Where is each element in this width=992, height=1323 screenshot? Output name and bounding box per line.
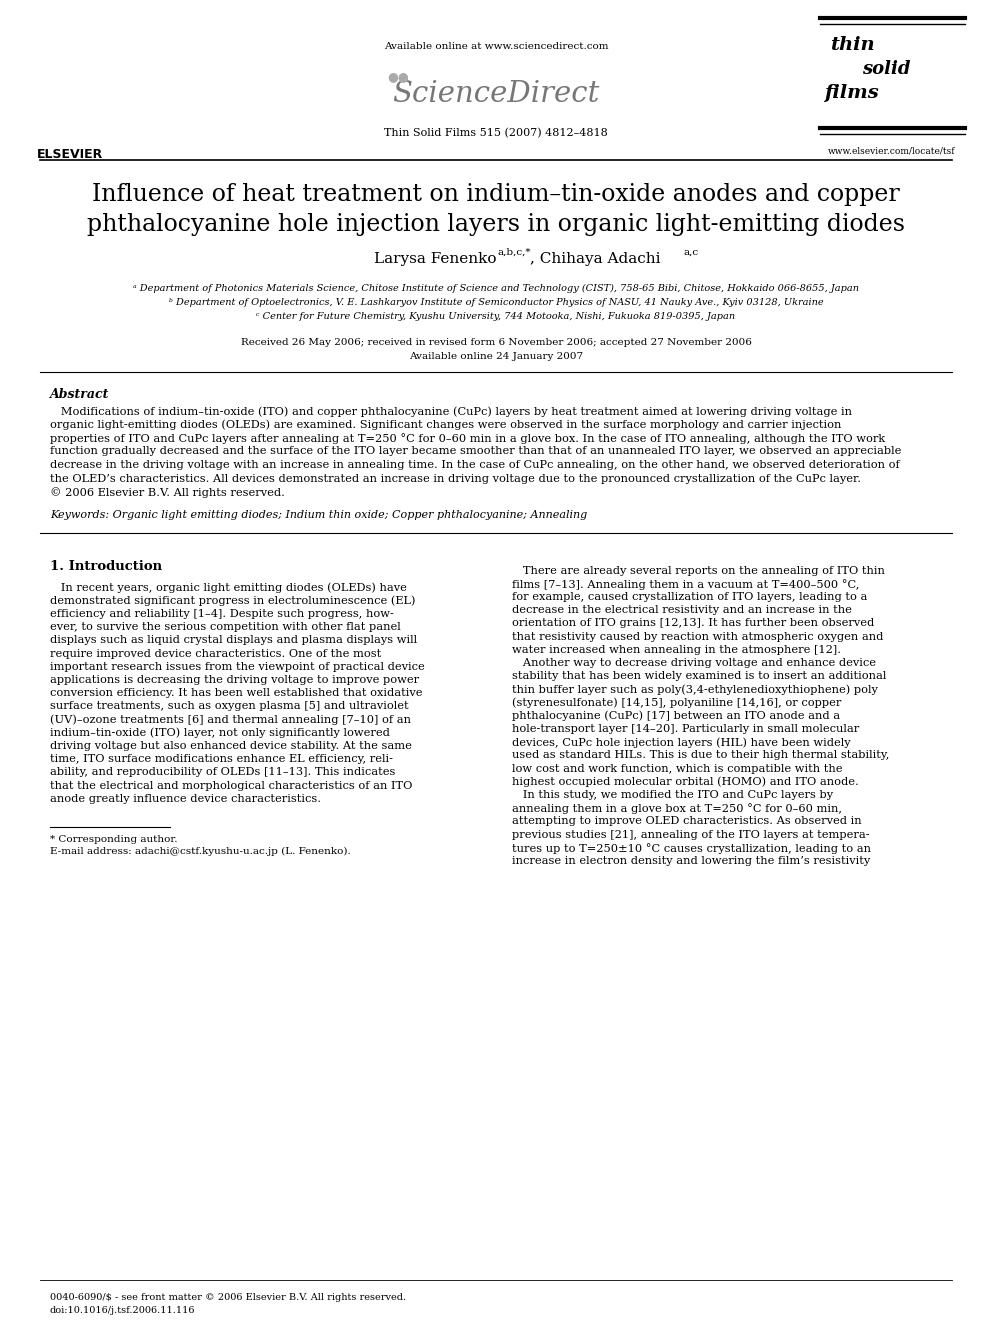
Text: efficiency and reliability [1–4]. Despite such progress, how-: efficiency and reliability [1–4]. Despit… [50,609,394,619]
Text: ability, and reproducibility of OLEDs [11–13]. This indicates: ability, and reproducibility of OLEDs [1… [50,767,396,778]
Text: previous studies [21], annealing of the ITO layers at tempera-: previous studies [21], annealing of the … [512,830,870,840]
Text: Available online 24 January 2007: Available online 24 January 2007 [409,352,583,361]
Text: solid: solid [862,60,911,78]
Text: attempting to improve OLED characteristics. As observed in: attempting to improve OLED characteristi… [512,816,862,827]
Text: driving voltage but also enhanced device stability. At the same: driving voltage but also enhanced device… [50,741,412,751]
Text: displays such as liquid crystal displays and plasma displays will: displays such as liquid crystal displays… [50,635,417,646]
Text: surface treatments, such as oxygen plasma [5] and ultraviolet: surface treatments, such as oxygen plasm… [50,701,409,712]
Text: Received 26 May 2006; received in revised form 6 November 2006; accepted 27 Nove: Received 26 May 2006; received in revise… [241,337,751,347]
Text: require improved device characteristics. One of the most: require improved device characteristics.… [50,648,381,659]
Text: time, ITO surface modifications enhance EL efficiency, reli-: time, ITO surface modifications enhance … [50,754,393,765]
Text: thin: thin [830,36,875,54]
Text: annealing them in a glove box at T=250 °C for 0–60 min,: annealing them in a glove box at T=250 °… [512,803,842,814]
Text: Abstract: Abstract [50,388,109,401]
Text: properties of ITO and CuPc layers after annealing at T=250 °C for 0–60 min in a : properties of ITO and CuPc layers after … [50,433,885,445]
Text: a,b,c,*: a,b,c,* [497,247,531,257]
Text: anode greatly influence device characteristics.: anode greatly influence device character… [50,794,321,803]
Text: that the electrical and morphological characteristics of an ITO: that the electrical and morphological ch… [50,781,413,791]
Text: ever, to survive the serious competition with other flat panel: ever, to survive the serious competition… [50,622,401,632]
Text: E-mail address: adachi@cstf.kyushu-u.ac.jp (L. Fenenko).: E-mail address: adachi@cstf.kyushu-u.ac.… [50,847,351,856]
Text: conversion efficiency. It has been well established that oxidative: conversion efficiency. It has been well … [50,688,423,699]
Text: ᶜ Center for Future Chemistry, Kyushu University, 744 Motooka, Nishi, Fukuoka 81: ᶜ Center for Future Chemistry, Kyushu Un… [257,312,735,321]
Text: Influence of heat treatment on indium–tin-oxide anodes and copper: Influence of heat treatment on indium–ti… [92,183,900,206]
Text: films [7–13]. Annealing them in a vacuum at T=400–500 °C,: films [7–13]. Annealing them in a vacuum… [512,578,859,590]
Text: * Corresponding author.: * Corresponding author. [50,835,178,844]
Text: thin buffer layer such as poly(3,4-ethylenedioxythiophene) poly: thin buffer layer such as poly(3,4-ethyl… [512,684,878,695]
Text: low cost and work function, which is compatible with the: low cost and work function, which is com… [512,763,842,774]
Text: decrease in the driving voltage with an increase in annealing time. In the case : decrease in the driving voltage with an … [50,460,900,470]
Text: ELSEVIER: ELSEVIER [37,148,103,161]
Text: hole-transport layer [14–20]. Particularly in small molecular: hole-transport layer [14–20]. Particular… [512,724,859,734]
Text: the OLED’s characteristics. All devices demonstrated an increase in driving volt: the OLED’s characteristics. All devices … [50,474,861,483]
Text: There are already several reports on the annealing of ITO thin: There are already several reports on the… [512,565,885,576]
Text: (UV)–ozone treatments [6] and thermal annealing [7–10] of an: (UV)–ozone treatments [6] and thermal an… [50,714,411,725]
Text: , Chihaya Adachi: , Chihaya Adachi [530,251,661,266]
Text: Thin Solid Films 515 (2007) 4812–4818: Thin Solid Films 515 (2007) 4812–4818 [384,128,608,139]
Text: In recent years, organic light emitting diodes (OLEDs) have: In recent years, organic light emitting … [50,582,407,593]
Text: ScienceDirect: ScienceDirect [392,79,600,108]
Text: (styrenesulfonate) [14,15], polyaniline [14,16], or copper: (styrenesulfonate) [14,15], polyaniline … [512,697,841,708]
Text: ●●: ●● [387,70,409,83]
Text: In this study, we modified the ITO and CuPc layers by: In this study, we modified the ITO and C… [512,790,833,800]
Text: devices, CuPc hole injection layers (HIL) have been widely: devices, CuPc hole injection layers (HIL… [512,737,850,747]
Text: function gradually decreased and the surface of the ITO layer became smoother th: function gradually decreased and the sur… [50,446,902,456]
Text: tures up to T=250±10 °C causes crystallization, leading to an: tures up to T=250±10 °C causes crystalli… [512,843,871,853]
Text: Another way to decrease driving voltage and enhance device: Another way to decrease driving voltage … [512,658,876,668]
Text: important research issues from the viewpoint of practical device: important research issues from the viewp… [50,662,425,672]
Text: a,c: a,c [684,247,699,257]
Text: organic light-emitting diodes (OLEDs) are examined. Significant changes were obs: organic light-emitting diodes (OLEDs) ar… [50,419,841,430]
Text: ᵃ Department of Photonics Materials Science, Chitose Institute of Science and Te: ᵃ Department of Photonics Materials Scie… [133,284,859,294]
Text: Larysa Fenenko: Larysa Fenenko [374,251,496,266]
Text: increase in electron density and lowering the film’s resistivity: increase in electron density and lowerin… [512,856,870,865]
Text: applications is decreasing the driving voltage to improve power: applications is decreasing the driving v… [50,675,420,685]
Text: 0040-6090/$ - see front matter © 2006 Elsevier B.V. All rights reserved.: 0040-6090/$ - see front matter © 2006 El… [50,1293,406,1302]
Text: doi:10.1016/j.tsf.2006.11.116: doi:10.1016/j.tsf.2006.11.116 [50,1306,195,1315]
Text: used as standard HILs. This is due to their high thermal stability,: used as standard HILs. This is due to th… [512,750,890,761]
Text: Modifications of indium–tin-oxide (ITO) and copper phthalocyanine (CuPc) layers : Modifications of indium–tin-oxide (ITO) … [50,406,852,417]
Text: 1. Introduction: 1. Introduction [50,561,162,573]
Text: © 2006 Elsevier B.V. All rights reserved.: © 2006 Elsevier B.V. All rights reserved… [50,487,285,497]
Text: Keywords: Organic light emitting diodes; Indium thin oxide; Copper phthalocyanin: Keywords: Organic light emitting diodes;… [50,511,587,520]
Text: phthalocyanine hole injection layers in organic light-emitting diodes: phthalocyanine hole injection layers in … [87,213,905,235]
Text: decrease in the electrical resistivity and an increase in the: decrease in the electrical resistivity a… [512,605,852,615]
Text: phthalocyanine (CuPc) [17] between an ITO anode and a: phthalocyanine (CuPc) [17] between an IT… [512,710,840,721]
Text: stability that has been widely examined is to insert an additional: stability that has been widely examined … [512,671,887,681]
Text: water increased when annealing in the atmosphere [12].: water increased when annealing in the at… [512,644,841,655]
Text: indium–tin-oxide (ITO) layer, not only significantly lowered: indium–tin-oxide (ITO) layer, not only s… [50,728,390,738]
Text: for example, caused crystallization of ITO layers, leading to a: for example, caused crystallization of I… [512,591,867,602]
Text: films: films [824,83,879,102]
Text: Available online at www.sciencedirect.com: Available online at www.sciencedirect.co… [384,42,608,52]
Text: orientation of ITO grains [12,13]. It has further been observed: orientation of ITO grains [12,13]. It ha… [512,618,874,628]
Text: demonstrated significant progress in electroluminescence (EL): demonstrated significant progress in ele… [50,595,416,606]
Text: highest occupied molecular orbital (HOMO) and ITO anode.: highest occupied molecular orbital (HOMO… [512,777,859,787]
Text: ᵇ Department of Optoelectronics, V. E. Lashkaryov Institute of Semiconductor Phy: ᵇ Department of Optoelectronics, V. E. L… [169,298,823,307]
Text: that resistivity caused by reaction with atmospheric oxygen and: that resistivity caused by reaction with… [512,631,883,642]
Text: www.elsevier.com/locate/tsf: www.elsevier.com/locate/tsf [828,147,955,156]
